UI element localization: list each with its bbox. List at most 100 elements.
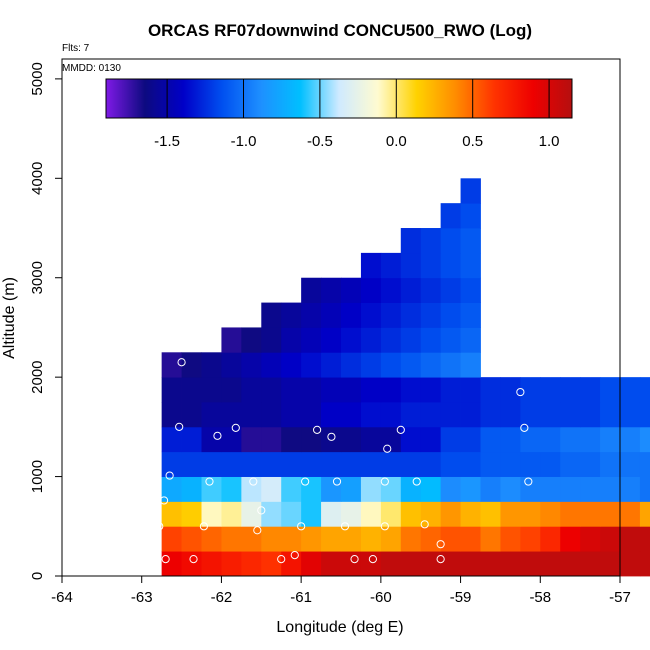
y-tick-label: 4000 — [29, 162, 46, 195]
heatmap-cell — [341, 526, 362, 552]
heatmap-cell — [460, 327, 481, 353]
heatmap-cell — [181, 426, 202, 453]
heatmap-cell — [480, 426, 501, 453]
heatmap-cell — [201, 501, 222, 527]
heatmap-cell — [420, 352, 442, 378]
x-tick-label: -59 — [450, 589, 472, 606]
heatmap-cell — [241, 501, 262, 527]
heatmap-cell — [460, 526, 481, 552]
heatmap-cell — [301, 551, 322, 577]
heatmap-cell — [440, 327, 461, 353]
heatmap-cell — [560, 526, 581, 552]
sample-point — [213, 431, 222, 440]
heatmap-cell — [520, 551, 541, 577]
heatmap-cell — [580, 551, 601, 577]
heatmap-cell — [181, 402, 202, 428]
heatmap-cell — [460, 377, 481, 403]
heatmap-cell — [181, 501, 202, 527]
heatmap-cell — [301, 302, 322, 328]
heatmap-cell — [181, 352, 202, 378]
heatmap-cell — [620, 526, 641, 552]
heatmap-cell — [540, 426, 561, 453]
sample-point — [420, 520, 429, 529]
heatmap-cell — [201, 526, 222, 552]
heatmap-cell — [520, 377, 541, 403]
heatmap-cell — [261, 426, 282, 453]
heatmap-cell — [380, 551, 402, 577]
heatmap-cell — [600, 526, 621, 552]
y-tick-label: 0 — [29, 572, 46, 580]
heatmap-cell — [440, 526, 461, 552]
colorbar-tick-label: -1.0 — [231, 133, 257, 150]
colorbar: -1.5 -1.0 -0.5 0.0 0.5 1.0 — [105, 78, 573, 150]
heatmap-cell — [380, 476, 402, 502]
heatmap-cell — [221, 501, 242, 527]
x-axis-ticks: -64 -63 -62 -61 -60 -59 -58 -57 — [51, 576, 631, 606]
heatmap-cell — [500, 426, 521, 453]
heatmap-cell — [500, 451, 521, 477]
heatmap-cell — [161, 476, 182, 502]
heatmap-cell — [341, 277, 362, 303]
x-tick-label: -57 — [609, 589, 631, 606]
heatmap-cell — [281, 526, 302, 552]
heatmap-cell — [221, 551, 242, 577]
heatmap-cell — [241, 426, 262, 453]
heatmap-cell — [500, 526, 521, 552]
heatmap-cell — [221, 402, 242, 428]
heatmap-cell — [161, 402, 182, 428]
heatmap-cell — [241, 526, 262, 552]
heatmap-cell — [261, 451, 282, 477]
heatmap-cell — [520, 501, 541, 527]
colorbar-tick-label: 1.0 — [539, 133, 560, 150]
heatmap-cell — [360, 327, 382, 353]
heatmap-cell — [440, 277, 461, 303]
sample-point — [159, 496, 169, 505]
heatmap-cell — [380, 277, 402, 303]
heatmap-cell — [341, 302, 362, 328]
heatmap-cell — [261, 551, 282, 577]
heatmap-cell — [600, 426, 621, 453]
y-tick-label: 5000 — [29, 62, 46, 95]
heatmap-cell — [221, 327, 242, 353]
sample-point — [512, 353, 521, 362]
heatmap-cell — [440, 501, 461, 527]
heatmap-cell — [480, 551, 501, 577]
heatmap-cell — [380, 302, 402, 328]
heatmap-cell — [560, 402, 581, 428]
heatmap-cell — [420, 526, 442, 552]
heatmap-cell — [540, 377, 561, 403]
heatmap-cell — [261, 501, 282, 527]
heatmap-cell — [639, 551, 650, 577]
heatmap-cell — [261, 476, 282, 502]
heatmap-cell — [540, 402, 561, 428]
heatmap-cell — [440, 252, 461, 279]
heatmap-cell — [201, 426, 222, 453]
heatmap-cell — [161, 551, 182, 577]
heatmap-cell — [360, 526, 382, 552]
heatmap-cell — [520, 402, 541, 428]
heatmap-cell — [580, 402, 601, 428]
heatmap-cell — [380, 501, 402, 527]
heatmap-cell — [440, 352, 461, 378]
heatmap-cell — [500, 551, 521, 577]
heatmap-cell — [639, 426, 650, 453]
heatmap-cell — [420, 451, 442, 477]
heatmap-cell — [400, 302, 422, 328]
heatmap-cell — [400, 228, 422, 254]
heatmap-cell — [161, 451, 182, 477]
heatmap-cell — [460, 352, 481, 378]
heatmap-cell — [281, 402, 302, 428]
heatmap-cell — [201, 476, 222, 502]
heatmap-cell — [321, 476, 342, 502]
heatmap-cell — [400, 426, 422, 453]
sample-point — [492, 186, 501, 195]
heatmap-cell — [341, 426, 362, 453]
colorbar-tick-label: 0.0 — [386, 133, 407, 150]
colorbar-ticks: -1.5 -1.0 -0.5 0.0 0.5 1.0 — [154, 79, 560, 150]
heatmap-cell — [341, 476, 362, 502]
heatmap-cell — [400, 327, 422, 353]
heatmap-cell — [341, 451, 362, 477]
heatmap-cell — [600, 451, 621, 477]
heatmap-cell — [460, 252, 481, 279]
